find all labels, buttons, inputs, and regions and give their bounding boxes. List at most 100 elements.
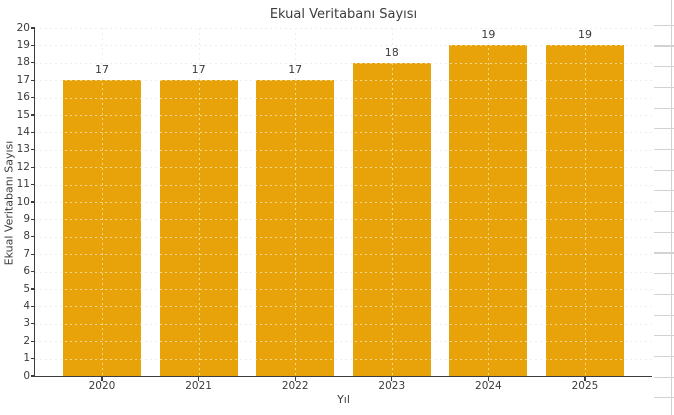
spreadsheet-row-line bbox=[654, 397, 674, 399]
x-tick-mark bbox=[487, 377, 489, 381]
spreadsheet-row-line bbox=[654, 211, 674, 213]
y-tick-mark bbox=[31, 358, 35, 360]
y-tick-label: 15 bbox=[16, 108, 30, 121]
spreadsheet-row-line bbox=[654, 190, 674, 192]
spreadsheet-row-line bbox=[654, 148, 674, 151]
y-tick-label: 10 bbox=[16, 195, 30, 208]
spreadsheet-row-line bbox=[654, 376, 674, 378]
h-gridline-overlay bbox=[35, 132, 652, 134]
y-tick-label: 7 bbox=[23, 247, 30, 260]
y-tick-label: 0 bbox=[23, 369, 30, 382]
v-gridline-overlay bbox=[295, 28, 297, 376]
h-gridline-overlay bbox=[35, 358, 652, 360]
spreadsheet-row-line bbox=[654, 45, 674, 47]
h-gridline-overlay bbox=[35, 254, 652, 256]
spreadsheet-row-line bbox=[654, 314, 674, 316]
x-axis-label: Yıl bbox=[337, 393, 350, 406]
y-tick-mark bbox=[31, 44, 35, 46]
x-tick-label: 2025 bbox=[571, 380, 599, 392]
h-gridline-overlay bbox=[35, 271, 652, 273]
h-gridline-overlay bbox=[35, 341, 652, 343]
v-gridline-overlay bbox=[102, 28, 103, 376]
y-tick-mark bbox=[31, 114, 35, 116]
spreadsheet-row-line bbox=[654, 169, 674, 171]
y-tick-label: 13 bbox=[16, 143, 30, 156]
y-tick-label: 1 bbox=[23, 352, 30, 365]
y-tick-mark bbox=[31, 323, 35, 325]
spreadsheet-row-line bbox=[654, 273, 674, 275]
spreadsheet-row-line bbox=[654, 335, 674, 337]
y-tick-label: 14 bbox=[16, 125, 30, 138]
x-tick-mark bbox=[294, 377, 296, 381]
h-gridline-overlay bbox=[35, 45, 652, 47]
h-gridline-overlay bbox=[35, 219, 652, 221]
y-tick-mark bbox=[31, 218, 35, 220]
y-tick-mark bbox=[31, 375, 35, 377]
h-gridline-overlay bbox=[35, 289, 652, 290]
y-axis-spine bbox=[34, 28, 36, 378]
y-tick-mark bbox=[31, 62, 35, 64]
y-tick-mark bbox=[31, 340, 35, 342]
y-tick-mark bbox=[31, 288, 35, 290]
y-tick-label: 19 bbox=[16, 38, 30, 51]
y-tick-label: 17 bbox=[16, 73, 30, 86]
x-tick-label: 2022 bbox=[281, 380, 309, 392]
spreadsheet-row-line bbox=[654, 252, 674, 254]
y-tick-label: 2 bbox=[23, 334, 30, 347]
y-tick-label: 11 bbox=[16, 178, 30, 191]
y-tick-label: 18 bbox=[16, 56, 30, 69]
spreadsheet-row-line bbox=[654, 128, 674, 130]
h-gridline-overlay bbox=[35, 306, 652, 308]
y-tick-mark bbox=[31, 201, 35, 203]
y-tick-mark bbox=[31, 97, 35, 99]
x-axis-spine bbox=[34, 376, 653, 378]
y-tick-label: 20 bbox=[16, 21, 30, 34]
y-tick-mark bbox=[31, 184, 35, 186]
y-tick-label: 4 bbox=[23, 299, 30, 312]
v-gridline-overlay bbox=[488, 28, 490, 376]
spreadsheet-row-line bbox=[654, 293, 674, 295]
spreadsheet-row-line bbox=[654, 86, 674, 88]
spreadsheet-row-line bbox=[654, 107, 674, 109]
y-tick-label: 3 bbox=[23, 317, 30, 330]
h-gridline-overlay bbox=[35, 80, 652, 82]
y-tick-mark bbox=[31, 149, 35, 151]
v-gridline-overlay bbox=[391, 28, 393, 376]
plot-area bbox=[35, 28, 652, 376]
y-tick-label: 6 bbox=[23, 265, 30, 278]
y-tick-label: 9 bbox=[23, 212, 30, 225]
h-gridline-overlay bbox=[35, 323, 652, 325]
gridlines-overlay bbox=[35, 28, 652, 376]
y-tick-mark bbox=[31, 131, 35, 133]
y-tick-label: 5 bbox=[23, 282, 30, 295]
y-tick-label: 16 bbox=[16, 91, 30, 104]
y-tick-mark bbox=[31, 271, 35, 273]
chart-title: Ekual Veritabanı Sayısı bbox=[269, 7, 418, 22]
x-tick-mark bbox=[584, 377, 586, 381]
x-tick-label: 2023 bbox=[378, 380, 406, 392]
x-tick-mark bbox=[101, 377, 103, 381]
h-gridline-overlay bbox=[35, 149, 652, 151]
spreadsheet-row-line bbox=[654, 66, 674, 68]
x-tick-label: 2024 bbox=[475, 380, 502, 392]
x-tick-mark bbox=[198, 377, 200, 381]
h-gridline-overlay bbox=[35, 184, 652, 186]
h-gridline-overlay bbox=[35, 236, 652, 238]
y-tick-mark bbox=[31, 27, 35, 29]
y-tick-mark bbox=[31, 253, 35, 255]
h-gridline-overlay bbox=[35, 115, 652, 116]
y-tick-mark bbox=[31, 79, 35, 81]
h-gridline-overlay bbox=[35, 202, 652, 203]
x-tick-mark bbox=[391, 377, 393, 381]
y-tick-mark bbox=[31, 305, 35, 307]
x-tick-label: 2020 bbox=[88, 380, 116, 392]
y-tick-label: 8 bbox=[23, 230, 30, 243]
spreadsheet-row-line bbox=[654, 231, 674, 233]
spreadsheet-column-line bbox=[671, 0, 673, 415]
x-tick-label: 2021 bbox=[185, 380, 212, 392]
v-gridline-overlay bbox=[198, 28, 200, 376]
h-gridline-overlay bbox=[35, 97, 652, 99]
h-gridline-overlay bbox=[35, 28, 652, 29]
spreadsheet-row-line bbox=[654, 355, 674, 358]
